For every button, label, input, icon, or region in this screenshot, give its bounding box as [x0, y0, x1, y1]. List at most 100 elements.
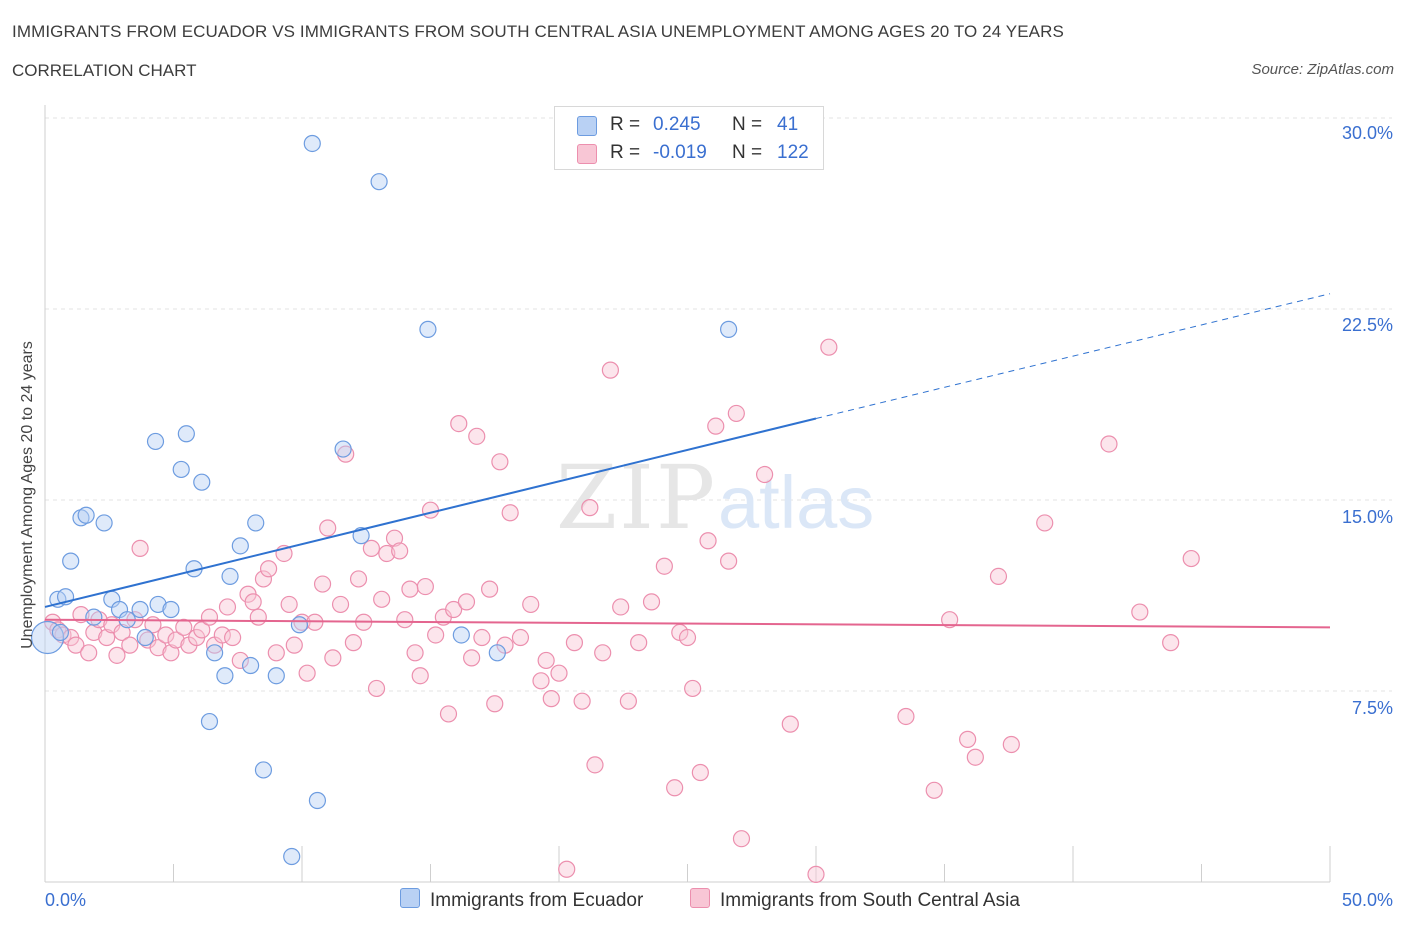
- asia-point: [1100, 435, 1118, 453]
- asia-point: [601, 361, 620, 379]
- asia-point: [619, 692, 637, 710]
- chart-subtitle: CORRELATION CHART: [12, 61, 197, 80]
- ecuador-point: [283, 847, 301, 866]
- asia-point: [1182, 549, 1200, 568]
- asia-point: [396, 611, 414, 629]
- asia-point: [80, 644, 98, 662]
- asia-point: [707, 417, 725, 435]
- asia-point: [344, 634, 362, 652]
- asia-point: [224, 628, 242, 647]
- asia-point: [532, 672, 550, 690]
- legend-swatch-ecuador: [577, 116, 597, 136]
- asia-point: [280, 595, 298, 614]
- asia-point: [463, 649, 481, 667]
- asia-point: [98, 628, 116, 647]
- asia-point: [439, 705, 458, 723]
- ecuador-point: [172, 460, 190, 479]
- asia-point: [385, 529, 404, 547]
- asia-point: [450, 415, 468, 433]
- asia-point: [157, 626, 175, 644]
- y-tick-label: 30.0%: [1341, 123, 1393, 143]
- asia-point: [522, 595, 540, 614]
- ecuador-point: [267, 667, 285, 685]
- asia-point: [349, 570, 368, 588]
- ecuador-point: [177, 425, 195, 443]
- asia-point: [259, 560, 278, 578]
- asia-point: [331, 595, 350, 614]
- asia-point: [1036, 514, 1054, 532]
- ecuador-point: [216, 667, 234, 685]
- asia-point: [285, 636, 303, 654]
- legend-n-label: N =: [732, 142, 763, 163]
- ecuador-point: [30, 620, 65, 655]
- asia-point: [581, 499, 599, 517]
- asia-point: [218, 598, 237, 616]
- ecuador-point: [193, 473, 211, 491]
- ecuador-point: [206, 644, 224, 662]
- ecuador-point: [95, 514, 113, 532]
- asia-point: [486, 695, 504, 713]
- asia-trend-line: [44, 618, 1331, 629]
- asia-point: [113, 623, 131, 642]
- ecuador-point: [419, 320, 437, 338]
- series-legend-asia: Immigrants from South Central Asia: [690, 888, 1020, 912]
- asia-point: [807, 865, 825, 883]
- asia-point: [966, 748, 984, 766]
- ecuador-point: [85, 608, 103, 626]
- asia-point: [254, 570, 273, 588]
- asia-point: [200, 608, 219, 626]
- asia-point: [85, 623, 103, 642]
- ecuador-point: [77, 506, 95, 524]
- asia-point: [67, 636, 85, 654]
- ecuador-point: [136, 628, 154, 647]
- ecuador-point: [488, 644, 506, 662]
- asia-point: [468, 427, 486, 445]
- legend-label-ecuador: Immigrants from Ecuador: [430, 890, 644, 911]
- stats-legend: R = 0.245 N = 41 R = -0.019 N = 122: [554, 106, 824, 170]
- y-tick-label: 15.0%: [1341, 507, 1393, 527]
- ecuador-point: [162, 600, 180, 619]
- ecuador-point: [452, 626, 470, 644]
- legend-r-value: -0.019: [653, 142, 707, 163]
- asia-point: [720, 552, 738, 570]
- asia-point: [594, 644, 612, 662]
- legend-swatch-ecuador: [400, 888, 420, 908]
- asia-point: [501, 504, 519, 522]
- axes: [44, 105, 1331, 883]
- asia-point: [550, 664, 568, 682]
- legend-swatch-asia: [577, 144, 597, 164]
- ecuador-point: [254, 761, 273, 779]
- asia-point: [367, 679, 386, 698]
- asia-point: [1162, 634, 1180, 652]
- legend-n-value: 122: [777, 142, 809, 163]
- asia-point: [941, 611, 959, 629]
- watermark-atlas: atlas: [718, 461, 874, 544]
- asia-point: [175, 618, 193, 636]
- ecuador-trend-extension: [815, 293, 1331, 419]
- asia-point: [378, 544, 396, 563]
- asia-point: [167, 631, 185, 649]
- chart-title: IMMIGRANTS FROM ECUADOR VS IMMIGRANTS FR…: [12, 22, 1064, 41]
- asia-point: [108, 646, 126, 664]
- asia-point: [421, 501, 440, 519]
- asia-point: [313, 575, 332, 593]
- asia-point: [249, 608, 267, 626]
- asia-point: [727, 404, 745, 423]
- ecuador-trend-line: [44, 417, 817, 608]
- asia-point: [565, 634, 584, 652]
- ecuador-point: [720, 320, 738, 338]
- asia-point: [149, 639, 167, 657]
- ecuador-point: [200, 712, 219, 731]
- asia-point: [401, 580, 419, 598]
- asia-point: [542, 690, 560, 708]
- legend-label-asia: Immigrants from South Central Asia: [720, 890, 1020, 911]
- ecuador-point: [51, 623, 70, 642]
- asia-point: [642, 593, 661, 611]
- asia-point: [781, 715, 799, 733]
- asia-point: [131, 539, 149, 557]
- asia-point: [298, 664, 316, 682]
- x-tick-label-min: 0.0%: [45, 890, 87, 910]
- ecuador-point: [290, 616, 309, 634]
- asia-point: [406, 644, 424, 662]
- ecuador-point: [62, 552, 80, 570]
